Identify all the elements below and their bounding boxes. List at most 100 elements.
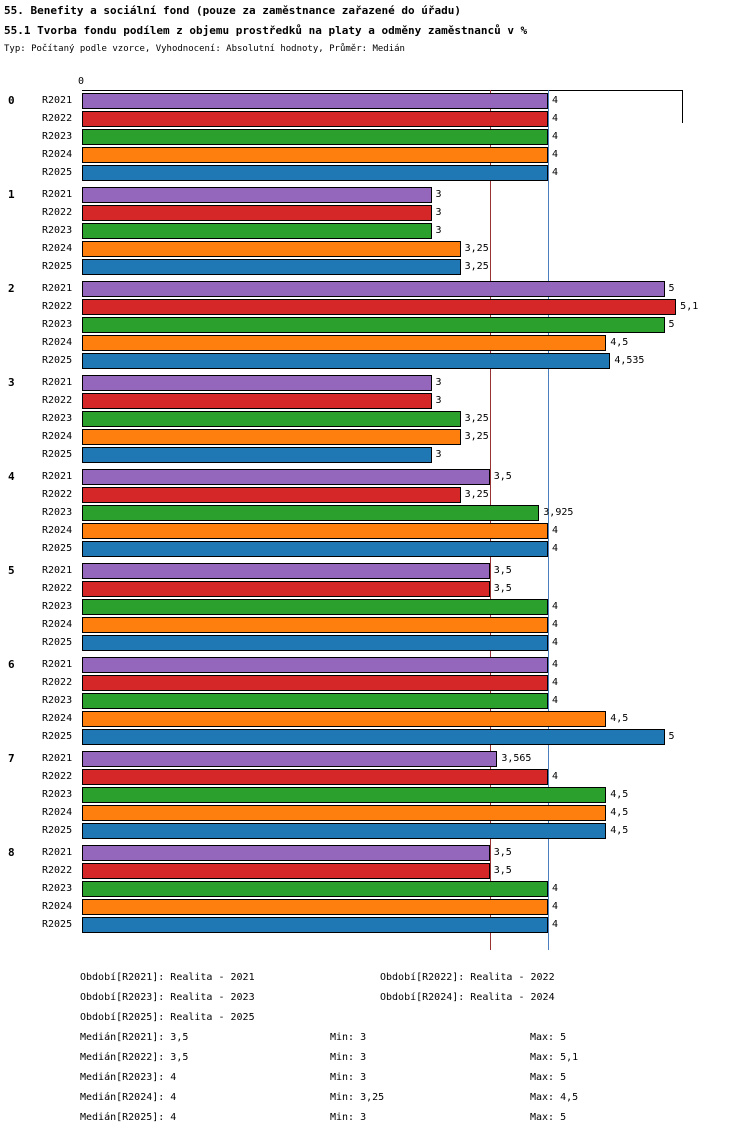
group-label: [0, 223, 34, 239]
bar-R2025: [82, 729, 665, 745]
bar-value-label: 3,25: [464, 243, 489, 254]
group-label: [0, 205, 34, 221]
bar-row: 2 R2021 5: [0, 281, 750, 297]
bar-value-label: 3,565: [501, 753, 532, 764]
group-label: [0, 129, 34, 145]
bar-row: R2023 4: [0, 599, 750, 615]
bar-R2024: [82, 429, 461, 445]
series-label: R2025: [42, 355, 73, 366]
bar-value-label: 3,5: [493, 865, 512, 876]
series-label: R2022: [42, 113, 73, 124]
bar-value-label: 3,5: [493, 471, 512, 482]
legend-row: Medián[R2023]: 4 Min: 3 Max: 5: [80, 1068, 578, 1088]
bar-value-label: 4,5: [610, 807, 629, 818]
series-label: R2021: [42, 847, 73, 858]
legend-period-item: Období[R2023]: Realita - 2023: [80, 992, 255, 1003]
bar-value-label: 4: [552, 95, 559, 106]
x-axis-origin-label: 0: [78, 76, 85, 87]
group-label: [0, 111, 34, 127]
bar-value-label: 4: [552, 113, 559, 124]
bar-R2021: [82, 187, 432, 203]
median-reference-line: [548, 90, 550, 950]
bar-value-label: 5: [668, 731, 675, 742]
series-label: R2023: [42, 601, 73, 612]
bar-R2024: [82, 241, 461, 257]
bar-row: R2023 4: [0, 129, 750, 145]
bar-R2023: [82, 881, 549, 897]
bar-group: 5 R2021 3,5 R2022 3,5 R2023 4 R2024 4 R2025 4: [0, 563, 750, 651]
legend-row: Medián[R2024]: 4 Min: 3,25 Max: 4,5: [80, 1088, 578, 1108]
bar-value-label: 5: [668, 319, 675, 330]
legend-min: Min: 3: [330, 1032, 367, 1043]
group-label: [0, 505, 34, 521]
bar-R2023: [82, 505, 540, 521]
bar-row: 8 R2021 3,5: [0, 845, 750, 861]
bar-value-label: 3: [435, 395, 442, 406]
group-label: [0, 635, 34, 651]
bar-value-label: 4: [552, 637, 559, 648]
bar-value-label: 3,925: [543, 507, 574, 518]
bar-row: R2024 4: [0, 147, 750, 163]
bar-value-label: 4: [552, 901, 559, 912]
bar-R2021: [82, 657, 549, 673]
series-label: R2024: [42, 713, 73, 724]
legend-min: Min: 3,25: [330, 1092, 385, 1103]
group-label: 8: [8, 846, 15, 859]
bar-R2021: [82, 375, 432, 391]
series-label: R2023: [42, 507, 73, 518]
bar-row: R2024 4,5: [0, 335, 750, 351]
bar-value-label: 3: [435, 189, 442, 200]
bar-row: R2025 4,535: [0, 353, 750, 369]
page-title: 55. Benefity a sociální fond (pouze za z…: [4, 4, 461, 17]
series-label: R2025: [42, 261, 73, 272]
bar-value-label: 4,5: [610, 713, 629, 724]
bar-value-label: 4: [552, 619, 559, 630]
bar-value-label: 4: [552, 167, 559, 178]
bar-R2021: [82, 751, 498, 767]
group-label: [0, 299, 34, 315]
legend-median: Medián[R2021]: 3,5: [80, 1032, 189, 1043]
series-label: R2023: [42, 413, 73, 424]
bar-R2025: [82, 447, 432, 463]
bar-value-label: 3,25: [464, 261, 489, 272]
bar-row: 4 R2021 3,5: [0, 469, 750, 485]
bar-row: R2025 4: [0, 541, 750, 557]
bar-value-label: 4: [552, 919, 559, 930]
series-label: R2023: [42, 319, 73, 330]
series-label: R2021: [42, 189, 73, 200]
series-label: R2025: [42, 449, 73, 460]
bar-value-label: 3: [435, 225, 442, 236]
bar-row: R2022 3,25: [0, 487, 750, 503]
group-label: [0, 429, 34, 445]
series-label: R2021: [42, 565, 73, 576]
bar-row: R2022 4: [0, 675, 750, 691]
legend-period-item: Období[R2025]: Realita - 2025: [80, 1012, 255, 1023]
group-label: 3: [8, 376, 15, 389]
bar-row: R2024 3,25: [0, 241, 750, 257]
bar-R2022: [82, 863, 490, 879]
legend-max: Max: 5: [530, 1112, 567, 1123]
series-label: R2022: [42, 583, 73, 594]
bar-R2024: [82, 899, 549, 915]
bar-row: 1 R2021 3: [0, 187, 750, 203]
group-label: [0, 581, 34, 597]
legend-median: Medián[R2023]: 4: [80, 1072, 177, 1083]
bar-group: 0 R2021 4 R2022 4 R2023 4 R2024 4 R2025 4: [0, 93, 750, 181]
series-label: R2022: [42, 395, 73, 406]
bar-row: R2025 3,25: [0, 259, 750, 275]
series-label: R2023: [42, 883, 73, 894]
legend-max: Max: 5: [530, 1072, 567, 1083]
group-label: [0, 241, 34, 257]
bar-R2023: [82, 787, 607, 803]
legend-median: Medián[R2025]: 4: [80, 1112, 177, 1123]
bar-R2021: [82, 845, 490, 861]
group-label: [0, 487, 34, 503]
bar-row: R2022 3,5: [0, 863, 750, 879]
bar-row: R2022 3: [0, 205, 750, 221]
group-label: [0, 881, 34, 897]
group-label: [0, 353, 34, 369]
series-label: R2021: [42, 283, 73, 294]
bar-R2024: [82, 335, 607, 351]
bar-value-label: 4: [552, 695, 559, 706]
bar-R2022: [82, 487, 461, 503]
